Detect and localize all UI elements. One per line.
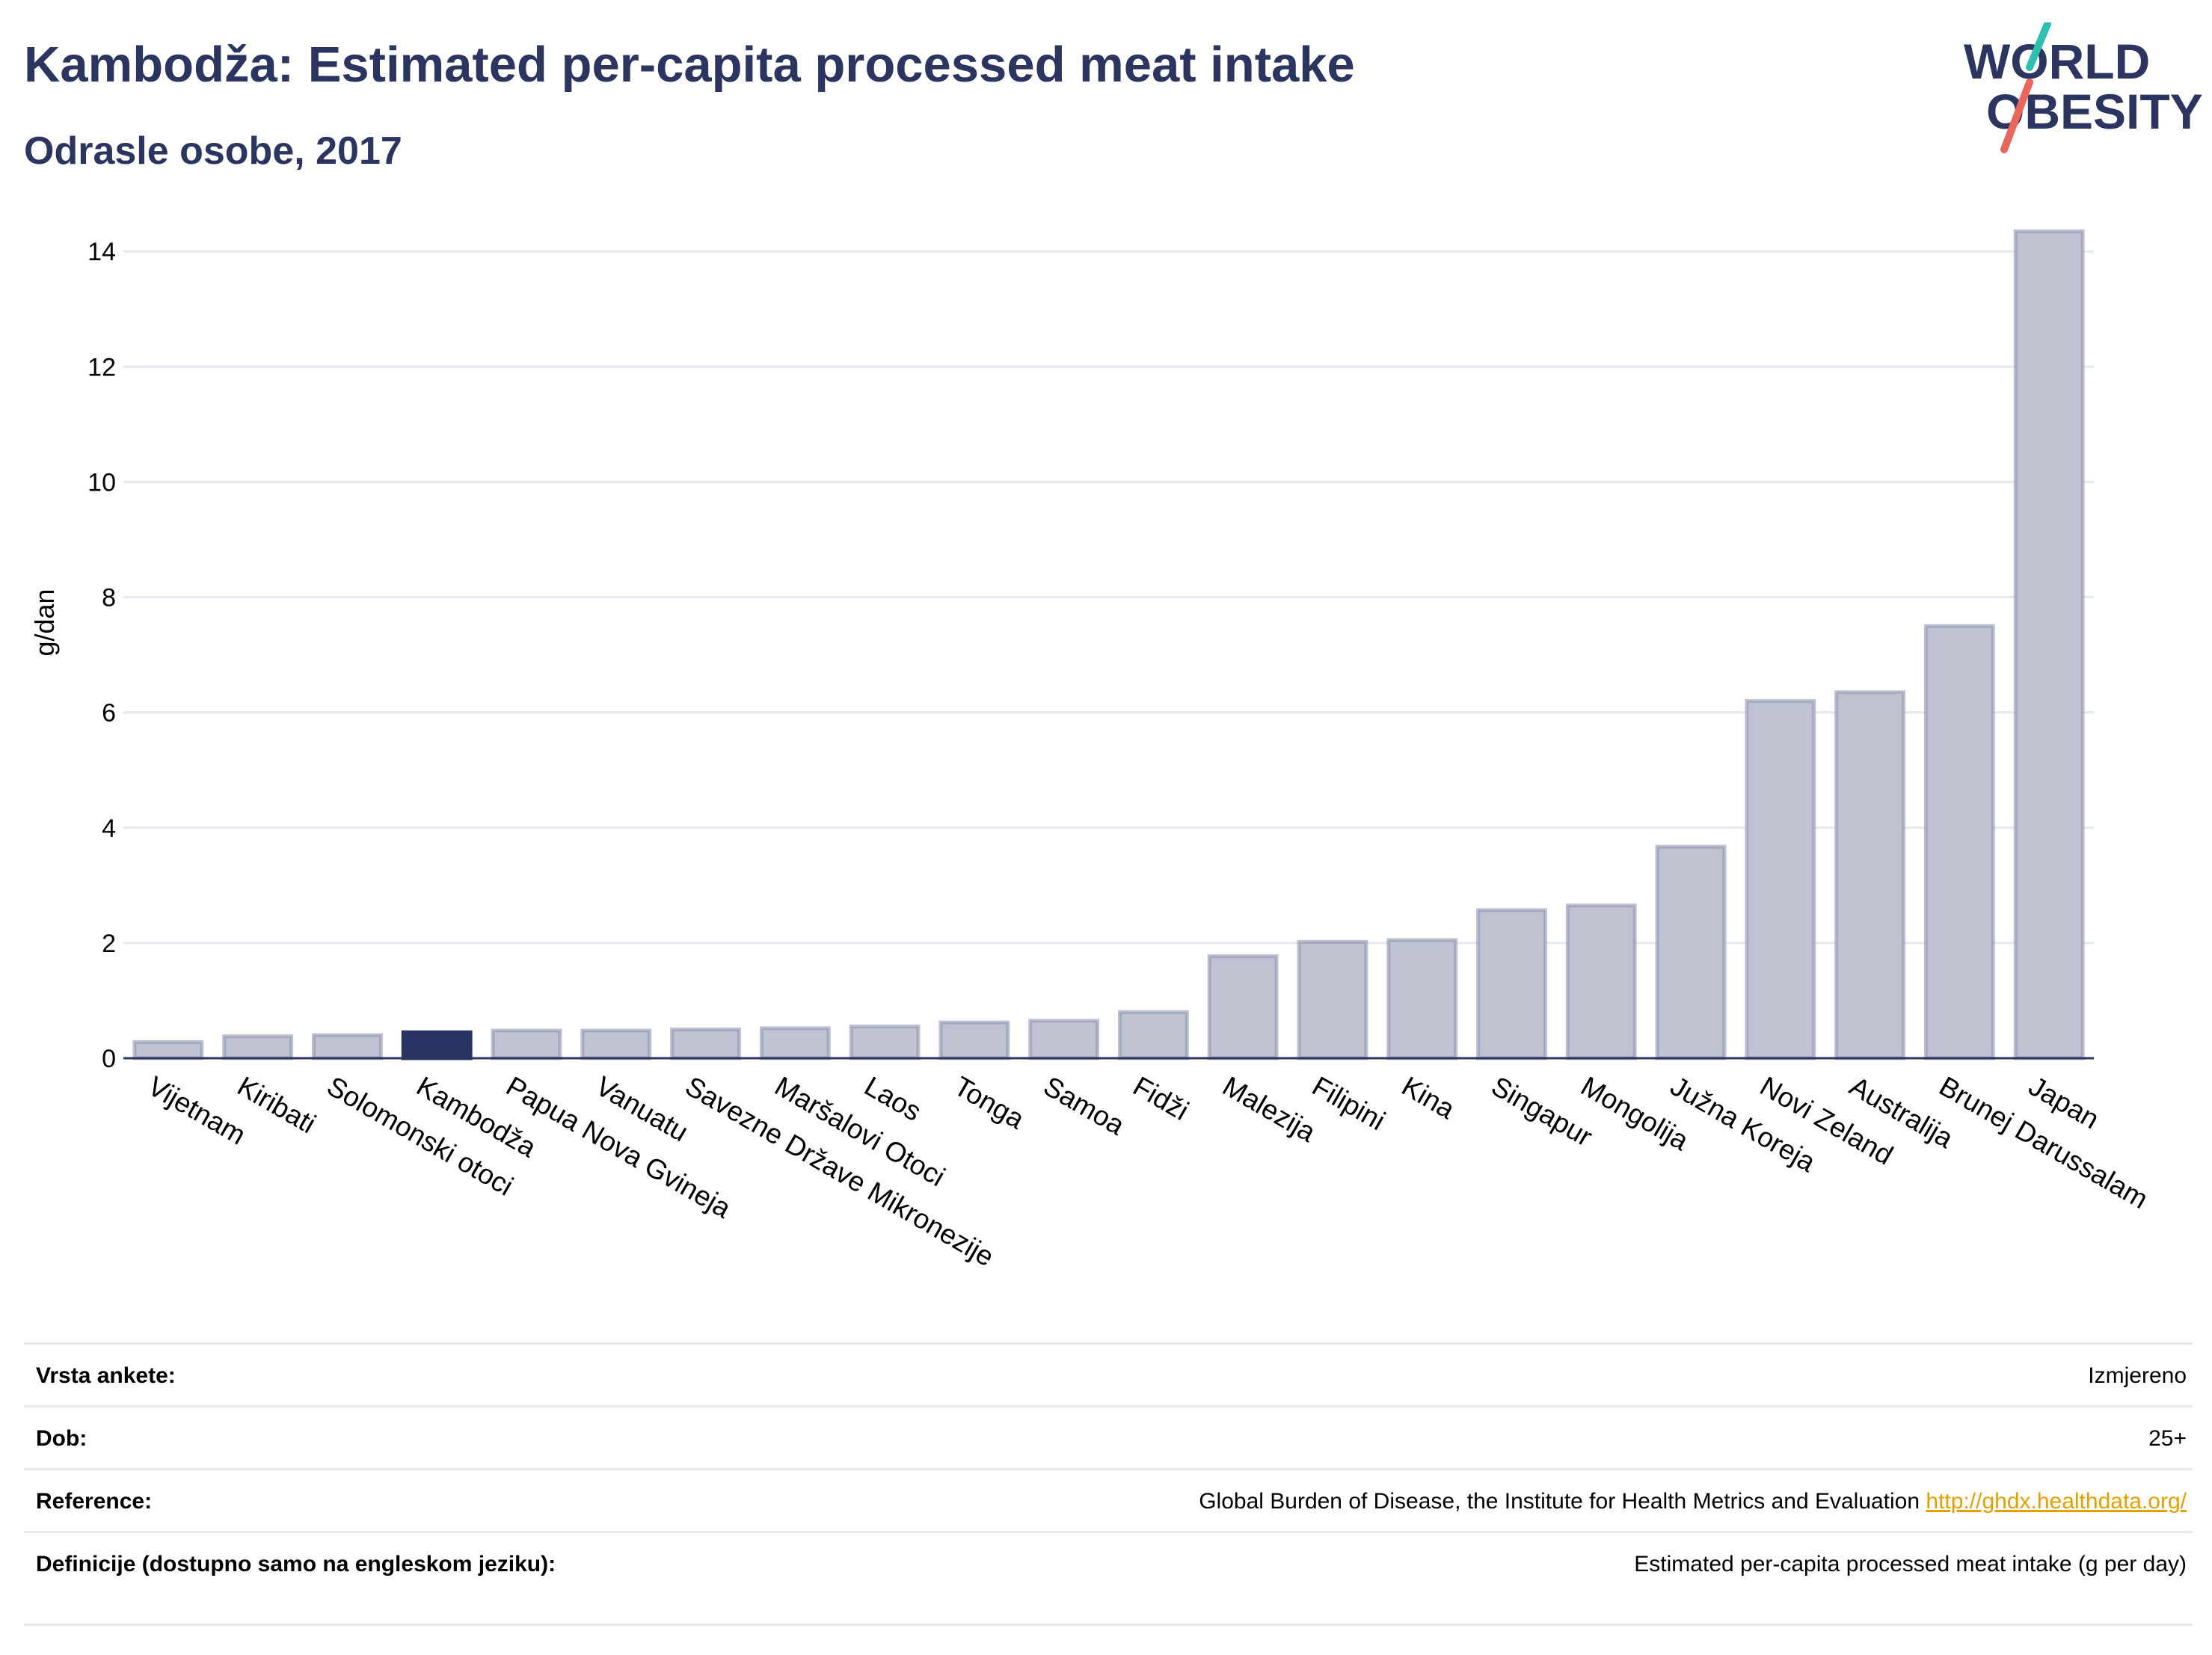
bar	[938, 1020, 1010, 1060]
bar	[1476, 908, 1547, 1060]
bars	[132, 229, 2085, 1060]
info-value: Izmjereno	[2088, 1363, 2187, 1388]
x-tick-label: Kina	[1397, 1070, 1460, 1125]
info-row-definitions: Definicije (dostupno samo na engleskom j…	[24, 1531, 2193, 1624]
info-row-age: Dob: 25+	[24, 1405, 2193, 1468]
x-tick-label: Malezija	[1217, 1070, 1321, 1148]
bar	[1923, 624, 1995, 1060]
bar	[1117, 1010, 1189, 1060]
bar	[1745, 698, 1816, 1060]
info-label: Vrsta ankete:	[36, 1363, 176, 1388]
info-value: Estimated per-capita processed meat inta…	[1634, 1552, 2187, 1576]
bar	[132, 1040, 204, 1060]
chart-title: Kambodža: Estimated per-capita processed…	[24, 37, 1355, 93]
y-tick-label: 12	[87, 353, 116, 381]
reference-link[interactable]: http://ghdx.healthdata.org/	[1926, 1489, 2187, 1514]
world-obesity-logo: WORLD OBESITY	[1964, 22, 2203, 153]
info-table-bottom-border	[24, 1624, 2193, 1626]
info-value: Global Burden of Disease, the Institute …	[1199, 1487, 2193, 1517]
x-tick-label: Samoa	[1039, 1070, 1130, 1140]
y-tick-label: 0	[102, 1045, 116, 1073]
logo-line1: WORLD	[1964, 34, 2150, 89]
y-axis-title: g/dan	[29, 589, 60, 656]
info-label: Reference:	[36, 1489, 153, 1514]
bar	[580, 1028, 652, 1060]
bar	[312, 1033, 383, 1060]
x-tick-label: Savezne Države Mikronezije	[681, 1070, 1000, 1272]
reference-text: Global Burden of Disease, the Institute …	[1199, 1489, 1920, 1514]
info-value: 25+	[2148, 1426, 2187, 1451]
bar	[1028, 1019, 1100, 1060]
info-row-survey-type: Vrsta ankete: Izmjereno	[24, 1342, 2193, 1405]
bar	[1297, 939, 1368, 1060]
bar	[759, 1026, 831, 1060]
logo-red-stroke	[2000, 79, 2033, 153]
y-tick-label: 8	[102, 584, 116, 612]
x-tick-label: Tonga	[949, 1070, 1030, 1134]
bar	[1655, 844, 1727, 1060]
bar	[491, 1028, 562, 1060]
bar	[670, 1027, 741, 1060]
info-label: Definicije (dostupno samo na engleskom j…	[36, 1552, 556, 1576]
bar	[1207, 954, 1279, 1060]
y-tick-label: 6	[102, 699, 116, 728]
bar	[1565, 903, 1637, 1060]
bar-highlighted	[401, 1030, 473, 1060]
x-tick-label: Filipini	[1307, 1070, 1390, 1136]
y-axis-ticks: 0 2 4 6 8 10 12 14	[87, 238, 116, 1073]
y-tick-label: 10	[87, 468, 116, 497]
x-tick-label: Vijetnam	[143, 1070, 251, 1150]
chart-subtitle: Odrasle osobe, 2017	[24, 129, 402, 173]
x-tick-label: Singapur	[1486, 1070, 1597, 1152]
info-row-reference: Reference: Global Burden of Disease, the…	[24, 1468, 2193, 1531]
info-label: Dob:	[36, 1426, 87, 1451]
info-table: Vrsta ankete: Izmjereno Dob: 25+ Referen…	[24, 1342, 2193, 1626]
y-tick-label: 2	[102, 930, 116, 958]
logo-teal-stroke	[2026, 22, 2051, 71]
bar	[849, 1025, 921, 1060]
y-tick-label: 4	[102, 814, 116, 843]
x-tick-label: Fidži	[1128, 1070, 1193, 1126]
bar	[2013, 229, 2085, 1060]
y-tick-label: 14	[87, 238, 116, 266]
bar	[1834, 690, 1905, 1060]
bar	[1386, 938, 1458, 1060]
bar	[222, 1034, 294, 1060]
